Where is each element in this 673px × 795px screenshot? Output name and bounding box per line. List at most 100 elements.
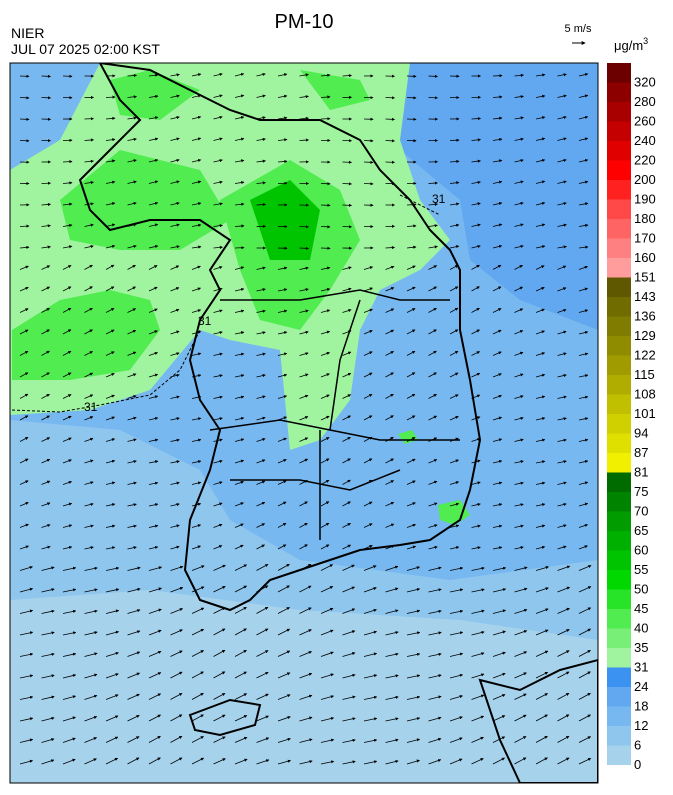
wind-arrow xyxy=(19,393,29,399)
wind-arrow xyxy=(256,585,269,593)
wind-arrow xyxy=(277,373,288,378)
wind-arrow xyxy=(191,180,202,184)
wind-arrow xyxy=(277,563,290,571)
colorbar-segment xyxy=(607,667,631,687)
wind-arrow xyxy=(105,307,115,313)
wind-arrow xyxy=(578,265,588,270)
wind-arrow xyxy=(213,266,223,270)
colorbar-label: 101 xyxy=(634,406,656,421)
wind-arrow xyxy=(84,609,98,614)
wind-arrow xyxy=(557,502,567,507)
wind-arrow xyxy=(342,717,356,722)
wind-arrow xyxy=(148,137,159,141)
wind-arrow xyxy=(299,266,309,270)
wind-arrow xyxy=(127,672,141,679)
wind-arrow xyxy=(277,116,288,120)
wind-arrow xyxy=(363,587,377,593)
wind-arrow xyxy=(514,546,524,550)
wind-arrow xyxy=(363,738,378,743)
wind-arrow xyxy=(471,437,481,442)
colorbar-label: 180 xyxy=(634,211,656,226)
wind-arrow xyxy=(428,181,439,185)
wind-arrow xyxy=(84,202,94,206)
wind-arrow xyxy=(84,416,94,421)
wind-arrow xyxy=(84,737,98,743)
wind-arrow xyxy=(514,438,524,442)
wind-arrow xyxy=(41,588,55,593)
wind-arrow xyxy=(514,330,524,335)
wind-arrow xyxy=(256,116,266,120)
wind-arrow xyxy=(191,245,202,249)
wind-arrow xyxy=(41,265,51,270)
wind-arrow xyxy=(406,350,416,356)
wind-arrow xyxy=(299,544,308,550)
wind-arrow xyxy=(406,372,416,378)
wind-arrow xyxy=(492,588,507,593)
colorbar-segment xyxy=(607,745,631,765)
wind-arrow xyxy=(170,735,183,743)
wind-arrow xyxy=(385,436,394,442)
wind-arrow xyxy=(578,137,589,141)
wind-arrow xyxy=(213,502,223,507)
wind-arrow xyxy=(191,330,202,335)
wind-arrow xyxy=(449,394,459,399)
wind-arrow xyxy=(535,352,546,356)
wind-arrow xyxy=(256,72,266,77)
wind-arrow xyxy=(449,350,459,356)
wind-arrow xyxy=(62,480,73,485)
wind-arrow xyxy=(234,352,245,356)
wind-arrow xyxy=(19,329,29,335)
wind-arrow xyxy=(406,286,416,292)
wind-arrow xyxy=(62,329,72,335)
wind-arrow xyxy=(385,287,395,292)
wind-arrow xyxy=(170,503,180,507)
wind-arrow xyxy=(449,329,459,335)
wind-arrow xyxy=(41,738,55,743)
wind-arrow xyxy=(127,373,137,378)
wind-arrow xyxy=(535,158,546,163)
wind-arrow xyxy=(127,159,137,163)
wind-arrow xyxy=(471,502,481,507)
wind-arrow xyxy=(514,159,524,163)
wind-arrow xyxy=(492,694,506,700)
wind-arrow xyxy=(191,628,205,636)
wind-arrow xyxy=(406,545,417,550)
colorbar-label: 190 xyxy=(634,192,656,207)
wind-arrow xyxy=(535,116,546,120)
wind-arrow xyxy=(84,502,94,507)
wind-arrow xyxy=(234,628,247,636)
wind-arrow xyxy=(406,224,417,228)
wind-arrow xyxy=(471,546,481,550)
wind-arrow xyxy=(84,223,94,227)
wind-arrow xyxy=(127,715,140,722)
wind-arrow xyxy=(578,202,589,206)
wind-arrow xyxy=(471,372,481,378)
wind-arrow xyxy=(191,395,202,399)
wind-arrow xyxy=(191,586,205,593)
wind-arrow xyxy=(385,415,394,421)
wind-arrow xyxy=(385,329,395,335)
wind-arrow xyxy=(277,672,291,679)
wind-arrow xyxy=(213,224,223,228)
wind-arrow xyxy=(19,480,29,485)
colorbar-label: 40 xyxy=(634,621,648,636)
wind-arrow xyxy=(342,501,351,507)
wind-arrow xyxy=(127,757,140,765)
wind-arrow xyxy=(19,350,29,356)
colorbar-segment xyxy=(607,375,631,395)
wind-arrow xyxy=(62,160,73,164)
wind-arrow xyxy=(256,544,265,550)
wind-arrow xyxy=(277,522,287,528)
wind-arrow xyxy=(256,288,266,292)
wind-arrow xyxy=(170,265,180,270)
wind-arrow xyxy=(84,394,94,399)
wind-arrow xyxy=(492,546,503,550)
wind-arrow xyxy=(191,524,202,528)
wind-arrow xyxy=(234,715,248,722)
wind-arrow xyxy=(127,546,137,550)
colorbar-label: 200 xyxy=(634,172,656,187)
wind-arrow xyxy=(449,737,463,743)
wind-arrow xyxy=(256,459,266,464)
wind-arrow xyxy=(449,524,460,528)
colorbar-segment xyxy=(607,355,631,375)
